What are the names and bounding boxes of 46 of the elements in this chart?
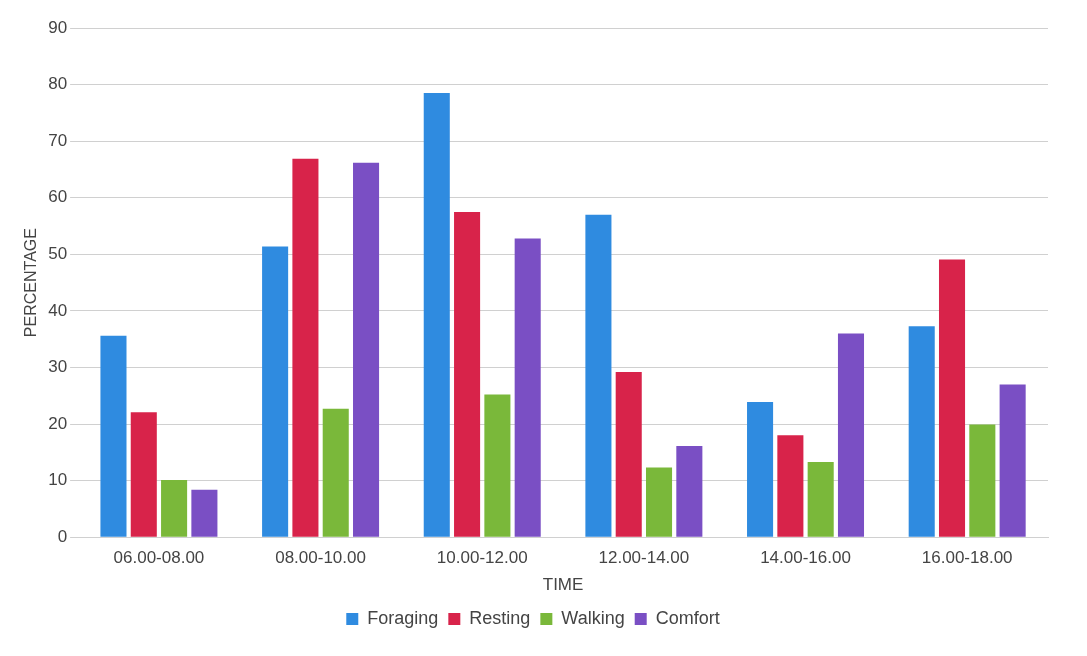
bar bbox=[999, 384, 1026, 537]
y-tick-label: 90 bbox=[48, 17, 68, 37]
bar bbox=[747, 401, 774, 537]
bar bbox=[423, 93, 450, 537]
x-tick-label: 10.00-12.00 bbox=[436, 548, 528, 568]
bar bbox=[777, 435, 804, 537]
y-axis-title: PERCENTAGE bbox=[22, 228, 40, 338]
bar bbox=[454, 211, 481, 537]
y-tick-label: 20 bbox=[48, 413, 68, 433]
bar bbox=[292, 158, 319, 537]
bar bbox=[322, 408, 349, 537]
bar bbox=[646, 467, 673, 537]
bar bbox=[908, 326, 935, 537]
bar bbox=[615, 371, 642, 537]
legend-label: Walking bbox=[561, 607, 625, 628]
x-tick-label: 14.00-16.00 bbox=[760, 548, 851, 568]
bar bbox=[484, 394, 511, 537]
x-tick-label: 06.00-08.00 bbox=[113, 548, 205, 568]
bar bbox=[353, 162, 380, 537]
bar bbox=[100, 335, 127, 537]
bar bbox=[262, 246, 289, 537]
legend-label: Foraging bbox=[367, 607, 439, 628]
y-tick-label: 40 bbox=[48, 300, 68, 320]
x-tick-label: 12.00-14.00 bbox=[598, 548, 690, 568]
bar bbox=[514, 238, 541, 537]
y-tick-label: 0 bbox=[57, 526, 68, 546]
bar bbox=[585, 214, 612, 537]
x-tick-label: 08.00-10.00 bbox=[275, 548, 366, 568]
y-tick-label: 50 bbox=[48, 244, 68, 263]
y-tick-label: 80 bbox=[48, 74, 68, 94]
bar bbox=[938, 259, 966, 537]
y-tick-label: 60 bbox=[48, 187, 68, 207]
legend-label: Resting bbox=[469, 607, 531, 628]
bar bbox=[807, 461, 834, 537]
bar bbox=[191, 489, 218, 537]
bar bbox=[969, 424, 996, 537]
bar bbox=[676, 446, 703, 537]
x-tick-label: 16.00-18.00 bbox=[921, 548, 1013, 568]
y-tick-label: 30 bbox=[48, 357, 68, 377]
y-tick-label: 10 bbox=[48, 470, 68, 490]
bar bbox=[130, 412, 157, 537]
bar bbox=[837, 333, 865, 537]
x-axis-title: TIME bbox=[542, 575, 584, 595]
legend-label: Comfort bbox=[655, 607, 720, 628]
bar bbox=[161, 480, 188, 537]
y-tick-label: 70 bbox=[48, 130, 68, 150]
